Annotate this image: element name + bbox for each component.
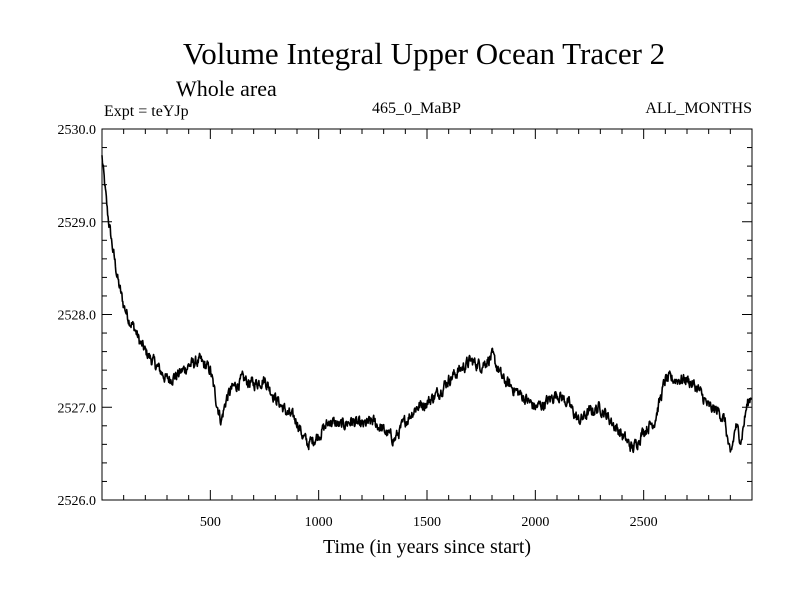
period-label: 465_0_MaBP <box>372 100 461 117</box>
x-tick-label: 500 <box>200 515 221 530</box>
chart-subtitle: Whole area <box>176 76 277 101</box>
y-tick-label: 2530.0 <box>58 123 97 138</box>
axis-tick-labels: 500 1000 1500 2000 2500 2526.0 2527.0 2528.0 252… <box>58 123 658 530</box>
x-tick-label: 1500 <box>413 515 441 530</box>
axis-ticks <box>102 128 752 501</box>
plot-frame <box>101 128 753 501</box>
x-axis-label: Time (in years since start) <box>322 536 532 558</box>
series-line <box>101 155 753 454</box>
y-tick-label: 2526.0 <box>58 494 97 509</box>
y-tick-label: 2528.0 <box>58 309 97 324</box>
y-tick-label: 2527.0 <box>58 401 97 416</box>
y-tick-label: 2529.0 <box>58 216 97 231</box>
x-tick-label: 2500 <box>630 515 658 530</box>
experiment-label: Expt = teYJp <box>104 103 189 120</box>
x-tick-label: 2000 <box>521 515 549 530</box>
chart-title: Volume Integral Upper Ocean Tracer 2 <box>182 36 666 71</box>
months-label: ALL_MONTHS <box>645 100 752 117</box>
x-tick-label: 1000 <box>305 515 333 530</box>
